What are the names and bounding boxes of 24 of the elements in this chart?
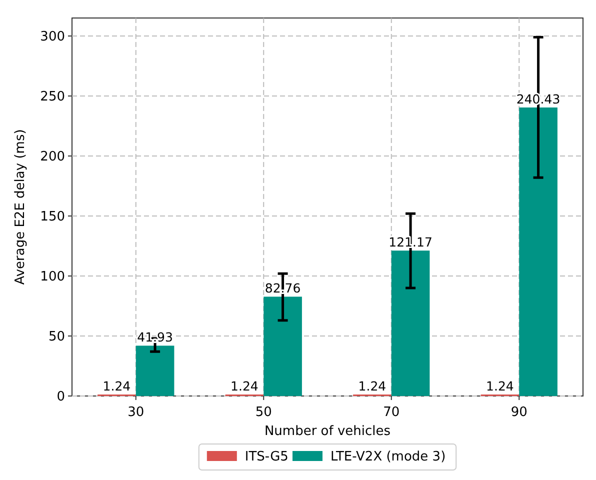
- y-axis-title: Average E2E delay (ms): [13, 129, 28, 285]
- data-label: 1.24: [486, 378, 514, 394]
- x-tick-label: 50: [255, 405, 272, 420]
- y-tick-label: 100: [40, 270, 65, 285]
- y-tick-label: 250: [40, 90, 65, 105]
- x-tick-label: 70: [383, 405, 400, 420]
- y-tick-label: 200: [40, 150, 65, 165]
- legend-label: LTE-V2X (mode 3): [330, 450, 446, 465]
- y-tick-label: 0: [56, 390, 65, 405]
- x-axis-title: Number of vehicles: [264, 424, 391, 439]
- bar: [264, 296, 302, 396]
- y-tick-label: 300: [40, 30, 65, 45]
- bar: [519, 107, 558, 396]
- data-label: 41.93: [137, 330, 173, 345]
- x-tick-label: 90: [510, 405, 528, 420]
- x-tick-label: 30: [128, 405, 144, 420]
- data-label: 1.24: [102, 378, 131, 394]
- data-label: 1.24: [230, 378, 258, 394]
- bar: [391, 250, 430, 396]
- bar: [136, 346, 174, 396]
- y-tick-label: 50: [48, 330, 65, 345]
- data-label: 1.24: [358, 378, 386, 394]
- legend-label: ITS-G5: [244, 450, 288, 465]
- y-tick-label: 150: [40, 210, 65, 225]
